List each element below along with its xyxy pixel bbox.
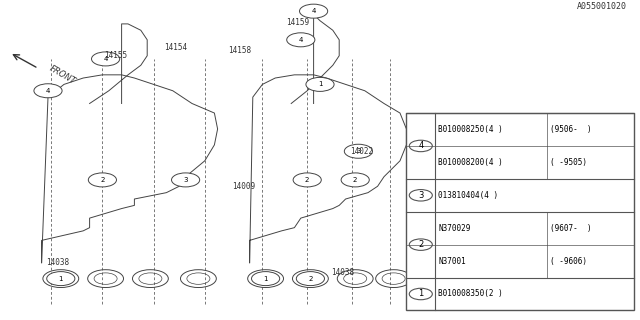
Text: 1: 1 [317,81,323,87]
Text: 4: 4 [46,88,50,94]
Circle shape [252,272,280,286]
Text: N37001: N37001 [438,257,466,266]
Circle shape [92,52,120,66]
Circle shape [287,33,315,47]
Circle shape [296,272,324,286]
Circle shape [410,288,433,300]
Text: 3: 3 [418,191,424,200]
Text: 4: 4 [418,141,424,150]
Circle shape [293,173,321,187]
Text: 3: 3 [183,177,188,183]
Text: 14022: 14022 [350,147,373,156]
Circle shape [172,173,200,187]
Text: 1: 1 [418,290,424,299]
Text: 3: 3 [356,148,361,154]
Circle shape [410,140,433,152]
Text: 2: 2 [418,240,424,249]
Circle shape [410,189,433,201]
Text: 14038: 14038 [46,258,69,267]
Text: 14159: 14159 [286,18,309,27]
Text: 2: 2 [353,177,357,183]
Text: 4: 4 [104,56,108,62]
Text: ( -9606): ( -9606) [550,257,588,266]
Circle shape [344,144,372,158]
Bar [406,113,634,310]
Text: A055001020: A055001020 [577,2,627,11]
Text: (9506-  ): (9506- ) [550,125,592,134]
Text: 14155: 14155 [104,51,127,60]
Circle shape [88,173,116,187]
Circle shape [34,84,62,98]
Circle shape [341,173,369,187]
Text: 2: 2 [305,177,309,183]
Text: 4: 4 [299,37,303,43]
Text: 1: 1 [58,276,63,282]
Text: 2: 2 [308,276,312,282]
Text: N370029: N370029 [438,224,471,233]
Text: 14038: 14038 [331,268,354,277]
Text: 14009: 14009 [232,182,255,191]
Text: 14158: 14158 [228,46,252,55]
Text: FRONT: FRONT [48,64,77,86]
Text: 4: 4 [312,8,316,14]
Circle shape [306,77,334,92]
Text: B010008200(4 ): B010008200(4 ) [438,158,503,167]
Text: B010008350(2 ): B010008350(2 ) [438,290,503,299]
Circle shape [410,239,433,250]
Text: 1: 1 [263,276,268,282]
Text: 013810404(4 ): 013810404(4 ) [438,191,499,200]
Circle shape [300,4,328,18]
Text: (9607-  ): (9607- ) [550,224,592,233]
Text: ( -9505): ( -9505) [550,158,588,167]
Text: 14154: 14154 [164,43,188,52]
Text: B010008250(4 ): B010008250(4 ) [438,125,503,134]
Circle shape [47,272,75,286]
Text: 2: 2 [100,177,104,183]
